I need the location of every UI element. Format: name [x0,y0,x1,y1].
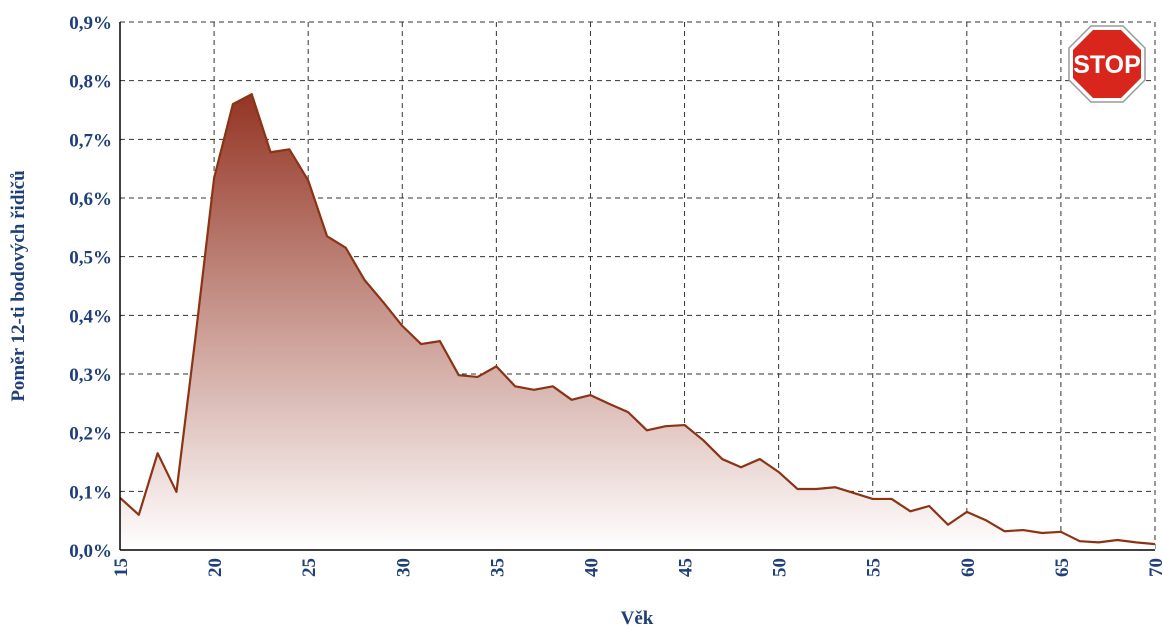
y-tick-label: 0,5% [69,248,112,269]
x-tick-label: 40 [581,558,602,577]
stop-text: STOP [1073,51,1141,79]
y-tick-label: 0,8% [69,72,112,93]
y-tick-label: 0,6% [69,189,112,210]
y-tick-label: 0,4% [69,306,112,327]
y-tick-label: 0,2% [69,424,112,445]
area-line [119,93,1156,546]
area-fill [120,94,1155,550]
y-axis-label: Poměr 12-ti bodových řidičů [8,170,29,402]
x-tick-label: 35 [487,558,508,577]
y-tick-label: 0,1% [69,482,112,503]
x-tick-label: 25 [299,558,320,577]
x-tick-label: 15 [111,558,132,577]
y-tick-label: 0,9% [69,13,112,34]
y-tick-label: 0,0% [69,541,112,562]
x-tick-label: 65 [1052,558,1073,577]
x-tick-label: 20 [205,558,226,577]
y-tick-label: 0,7% [69,130,112,151]
x-tick-label: 50 [770,558,791,577]
x-tick-label: 70 [1146,558,1163,577]
x-tick-label: 55 [864,558,885,577]
x-tick-label: 30 [393,558,414,577]
x-tick-label: 45 [676,558,697,577]
x-tick-label: 60 [958,558,979,577]
x-axis-label: Věk [621,608,654,629]
y-tick-label: 0,3% [69,365,112,386]
stop-sign: STOP [1068,25,1146,103]
